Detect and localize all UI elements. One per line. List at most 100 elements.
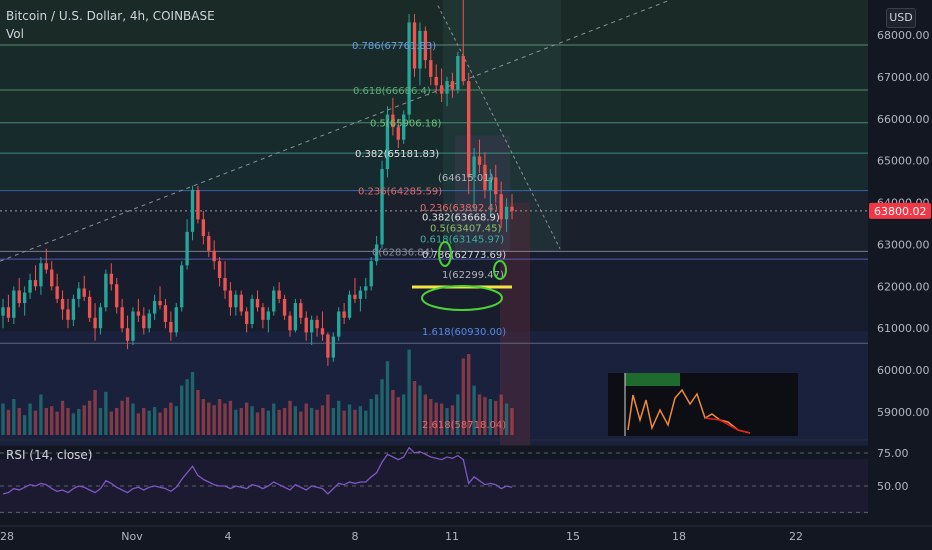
candle (82, 288, 86, 297)
rsi-pane (0, 439, 932, 514)
volume-bar (212, 405, 216, 435)
fib-zone (0, 0, 868, 46)
candle (445, 81, 449, 94)
price-tick: 59000.00 (877, 406, 930, 419)
candle (342, 311, 346, 318)
candle (201, 219, 206, 237)
volume-bar (261, 408, 265, 435)
annotations (412, 241, 512, 311)
candle (429, 60, 433, 77)
price-tick: 66000.00 (877, 113, 930, 126)
candle (6, 307, 11, 318)
candle (239, 294, 243, 312)
candle (104, 273, 108, 308)
volume-bar (22, 415, 27, 435)
volume-bar (1, 403, 5, 435)
fib-zone (0, 251, 868, 332)
volume-bar (423, 394, 428, 435)
candle (385, 114, 390, 170)
volume-bar (326, 394, 330, 435)
time-tick: 28 (0, 530, 14, 543)
volume-bar (445, 408, 449, 435)
fib-label: 0.5(65906.18) (370, 119, 442, 130)
volume-bar (456, 394, 460, 435)
candle (136, 311, 141, 316)
candle (109, 273, 113, 285)
candle (261, 307, 265, 320)
candle (450, 81, 455, 90)
volume-bar (66, 408, 70, 435)
volume-bar (358, 406, 363, 435)
volume-bar (266, 410, 271, 435)
inset-projection (704, 417, 751, 434)
volume-bar (347, 404, 352, 435)
fib-zone (0, 122, 868, 154)
last-price-label: 63800.02 (874, 205, 927, 218)
candle (33, 280, 38, 287)
candle (472, 156, 476, 178)
volume-bar (293, 406, 298, 435)
fib-label: (64615.01) (438, 173, 494, 184)
candle (223, 277, 227, 291)
candle (152, 300, 157, 314)
time-axis: 28 Nov 4 8 11 15 18 22 (0, 525, 932, 543)
fib-zone (0, 90, 868, 123)
candle (331, 336, 335, 358)
inset-chart (608, 373, 798, 436)
candle (120, 307, 124, 329)
fib-label: 0.618(66686.4) (353, 86, 431, 97)
fib-label: 0(62836.84) (372, 247, 434, 258)
candle (98, 307, 103, 329)
volume-bar (12, 399, 16, 435)
volume-bar (380, 379, 384, 435)
volume-bar (239, 408, 243, 435)
candle (255, 298, 260, 308)
candle (477, 156, 482, 165)
volume-bar (461, 358, 465, 435)
price-tick: 67000.00 (877, 71, 930, 84)
candle (272, 290, 276, 312)
candle (142, 315, 146, 329)
volume-bar (158, 412, 162, 435)
price-tick: 61000.00 (877, 322, 930, 335)
volume-bar (77, 408, 81, 435)
candles (1, 0, 514, 366)
last-price-tag (869, 202, 931, 219)
circle-annotation (438, 241, 452, 267)
volume-bar (71, 413, 76, 435)
fib-label: 0.786(67761.83) (352, 41, 436, 52)
rsi-label[interactable]: RSI (14, close) (6, 448, 93, 462)
candle (288, 315, 292, 331)
volume-bar (483, 397, 487, 435)
candle (125, 328, 130, 341)
volume-bar (342, 410, 346, 435)
candle (169, 321, 173, 333)
volume-indicator-label[interactable]: Vol (6, 27, 24, 41)
candle (250, 298, 254, 325)
volume-bar (115, 408, 119, 435)
volume-bar (385, 361, 390, 435)
candle (190, 189, 195, 232)
volume-bar (180, 385, 184, 435)
currency-button[interactable]: USD (886, 8, 916, 28)
fib-label: 0.382(63668.9) (422, 212, 500, 223)
volume-bar (44, 408, 48, 435)
volume-bar (234, 409, 238, 435)
volume-bar (434, 402, 438, 435)
candle (266, 311, 271, 320)
volume-bar (201, 399, 206, 435)
volume-bar (510, 408, 514, 435)
candle (315, 319, 319, 329)
circle-annotation (421, 285, 503, 311)
candle (309, 319, 314, 333)
price-axis: 75.00 50.00 68000.00 67000.00 66000.00 65000.… (868, 0, 932, 550)
volume-bar (217, 399, 222, 435)
candle (212, 250, 216, 262)
volume-bar (467, 354, 471, 435)
circle-annotation (493, 260, 507, 280)
volume-bar (407, 349, 411, 435)
candle (320, 328, 325, 335)
candle (22, 292, 27, 304)
price-tick: 65000.00 (877, 155, 930, 168)
